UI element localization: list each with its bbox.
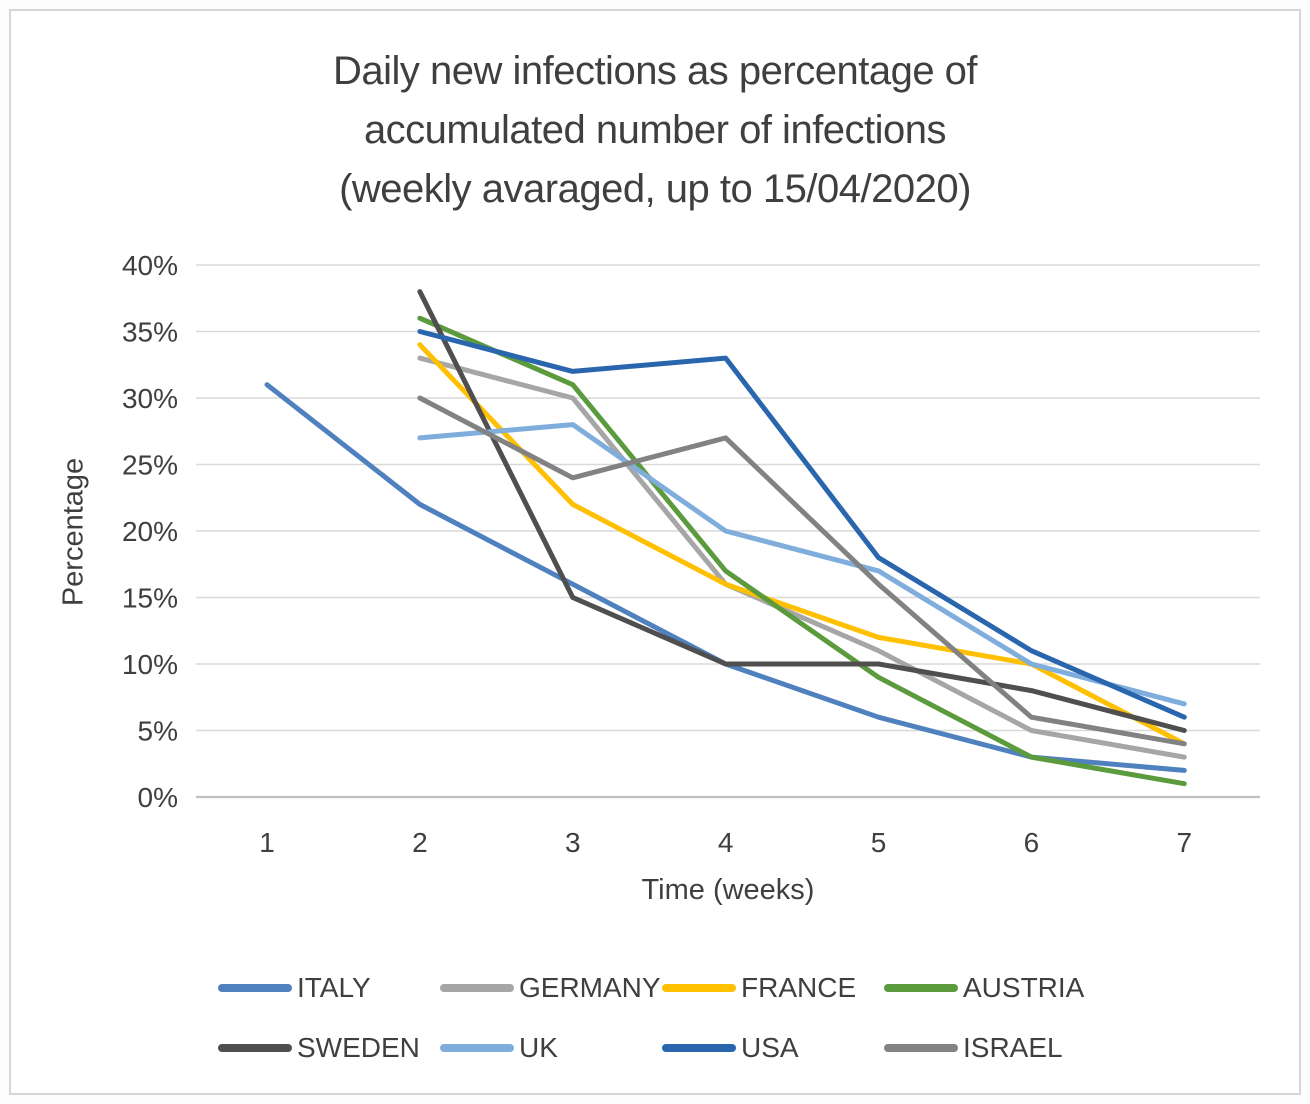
series-line-austria (417, 315, 1187, 787)
y-tick-label: 5% (138, 716, 178, 747)
x-tick-label: 5 (871, 827, 887, 858)
y-tick-label: 10% (122, 649, 178, 680)
x-tick-label: 1 (259, 827, 275, 858)
y-tick-label: 35% (122, 317, 178, 348)
legend-item-uk: UK (440, 1031, 558, 1065)
legend-label-france: FRANCE (741, 972, 857, 1003)
legend-swatch-sweden (218, 1044, 292, 1052)
y-tick-label: 25% (122, 450, 178, 481)
series-line-france (417, 342, 1187, 747)
legend-item-italy: ITALY (218, 971, 371, 1005)
series-line-usa (417, 329, 1187, 720)
chart-title-line-2: accumulated number of infections (363, 108, 947, 152)
x-tick-label: 3 (565, 827, 581, 858)
legend-item-austria: AUSTRIA (884, 971, 1084, 1005)
legend-item-france: FRANCE (662, 971, 856, 1005)
legend-swatch-uk (440, 1044, 514, 1052)
legend-label-germany: GERMANY (519, 972, 661, 1003)
y-tick-label: 30% (122, 383, 178, 414)
legend-item-germany: GERMANY (440, 971, 661, 1005)
y-tick-label: 15% (122, 583, 178, 614)
legend-swatch-israel (884, 1044, 958, 1052)
x-tick-label: 4 (718, 827, 734, 858)
series-line-italy (264, 382, 1187, 773)
legend-swatch-france (662, 984, 736, 992)
legend-swatch-italy (218, 984, 292, 992)
y-tick-label: 40% (122, 250, 178, 281)
legend-item-usa: USA (662, 1031, 799, 1065)
legend-label-austria: AUSTRIA (963, 972, 1085, 1003)
series-line-israel (417, 395, 1187, 747)
legend-label-usa: USA (741, 1032, 799, 1063)
x-tick-label: 2 (412, 827, 428, 858)
chart-card (9, 9, 1301, 1095)
x-axis-title: Time (weeks) (641, 874, 815, 906)
legend-label-israel: ISRAEL (963, 1032, 1063, 1063)
legend-swatch-usa (662, 1044, 736, 1052)
legend-label-sweden: SWEDEN (297, 1032, 420, 1063)
x-tick-label: 7 (1176, 827, 1192, 858)
series-line-germany (417, 355, 1187, 760)
series-line-uk (417, 422, 1187, 707)
legend-swatch-austria (884, 984, 958, 992)
legend-label-italy: ITALY (297, 972, 371, 1003)
series-line-sweden (417, 289, 1187, 733)
legend-item-sweden: SWEDEN (218, 1031, 420, 1065)
legend-label-uk: UK (519, 1032, 558, 1063)
x-tick-label: 6 (1024, 827, 1040, 858)
y-tick-label: 0% (138, 782, 178, 813)
chart-title: Daily new infections as percentage of ac… (0, 42, 1310, 219)
chart-title-line-3: (weekly avaraged, up to 15/04/2020) (339, 167, 971, 211)
legend-item-israel: ISRAEL (884, 1031, 1063, 1065)
y-tick-label: 20% (122, 516, 178, 547)
legend-swatch-germany (440, 984, 514, 992)
chart-title-line-1: Daily new infections as percentage of (332, 49, 978, 93)
